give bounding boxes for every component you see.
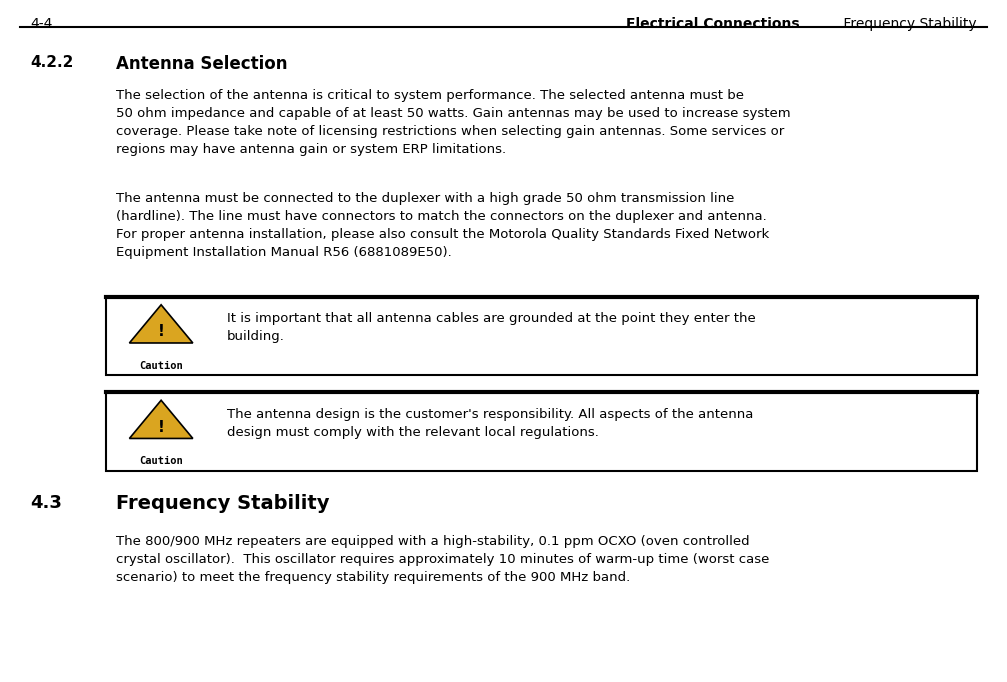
Text: 4.3: 4.3 <box>30 494 62 512</box>
Text: The antenna must be connected to the duplexer with a high grade 50 ohm transmiss: The antenna must be connected to the dup… <box>116 192 769 259</box>
Text: It is important that all antenna cables are grounded at the point they enter the: It is important that all antenna cables … <box>227 312 755 343</box>
Text: 4-4: 4-4 <box>30 17 52 31</box>
Text: Electrical Connections: Electrical Connections <box>625 17 800 31</box>
Polygon shape <box>129 305 192 343</box>
Text: The 800/900 MHz repeaters are equipped with a high-stability, 0.1 ppm OCXO (oven: The 800/900 MHz repeaters are equipped w… <box>116 535 769 584</box>
FancyBboxPatch shape <box>106 392 977 471</box>
Polygon shape <box>129 400 192 439</box>
Text: Caution: Caution <box>139 361 183 371</box>
FancyBboxPatch shape <box>106 297 977 375</box>
Text: Frequency Stability: Frequency Stability <box>116 494 329 514</box>
Text: Antenna Selection: Antenna Selection <box>116 55 287 72</box>
Text: The selection of the antenna is critical to system performance. The selected ant: The selection of the antenna is critical… <box>116 89 790 155</box>
Text: Caution: Caution <box>139 456 183 466</box>
Text: The antenna design is the customer's responsibility. All aspects of the antenna
: The antenna design is the customer's res… <box>227 408 753 439</box>
Text: 4.2.2: 4.2.2 <box>30 55 74 70</box>
Text: Frequency Stability: Frequency Stability <box>839 17 977 31</box>
Text: !: ! <box>158 419 164 434</box>
Text: !: ! <box>158 324 164 339</box>
